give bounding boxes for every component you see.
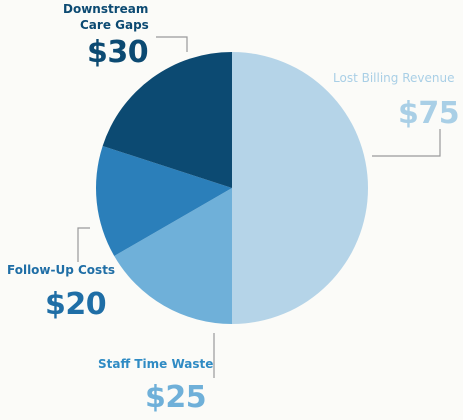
leader-lines xyxy=(77,36,441,378)
leader-line-downstream xyxy=(156,36,188,52)
value-staff-time: $25 xyxy=(145,380,207,415)
pie-slice-follow-up-costs xyxy=(96,145,232,256)
value-follow-up: $20 xyxy=(45,287,107,322)
leader-line-follow-up xyxy=(77,227,90,262)
value-downstream: $30 xyxy=(87,35,149,70)
value-lost-billing: $75 xyxy=(398,96,460,131)
leader-line-lost-billing xyxy=(372,129,441,157)
pie-slice-staff-time-waste xyxy=(114,188,232,324)
pie-slice-lost-billing-revenue xyxy=(232,52,368,324)
label-downstream-line2: Care Gaps xyxy=(80,18,149,32)
pie-slices xyxy=(96,52,368,324)
label-staff-time: Staff Time Waste xyxy=(98,357,214,371)
label-lost-billing: Lost Billing Revenue xyxy=(333,71,455,85)
label-downstream-line1: Downstream xyxy=(63,2,149,16)
pie-slice-downstream-care-gaps xyxy=(102,52,232,188)
label-follow-up: Follow-Up Costs xyxy=(7,263,116,277)
